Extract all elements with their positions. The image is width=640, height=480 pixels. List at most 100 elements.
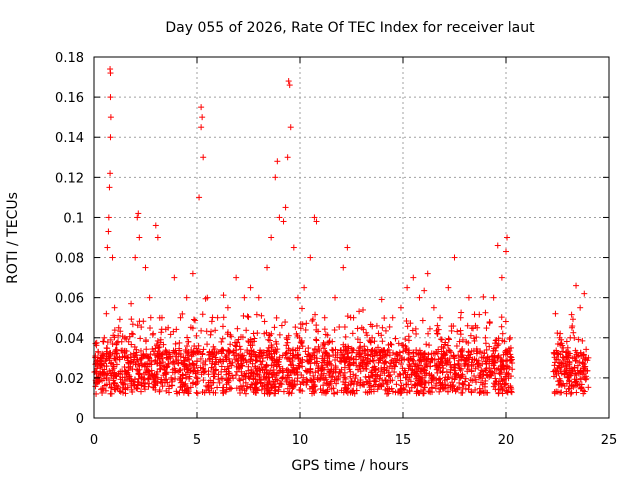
data-point [311, 214, 318, 221]
data-point [166, 349, 173, 356]
data-point [198, 104, 205, 111]
data-point [154, 360, 161, 367]
data-point [261, 385, 268, 392]
y-tick-label: 0.12 [55, 171, 84, 186]
data-point [147, 314, 154, 321]
data-point [502, 318, 509, 325]
data-point [183, 386, 190, 393]
data-point [276, 354, 283, 361]
data-point [371, 383, 378, 390]
data-point [124, 357, 131, 364]
data-point [358, 324, 365, 331]
data-point [283, 378, 290, 385]
data-point [353, 353, 360, 360]
data-point [192, 381, 199, 388]
axis-ticks [93, 56, 610, 419]
data-point [251, 335, 258, 342]
data-point [278, 375, 285, 382]
data-point [495, 352, 502, 359]
data-point [117, 328, 124, 335]
data-point [398, 341, 405, 348]
data-point [142, 353, 149, 360]
data-point [233, 343, 240, 350]
data-point [106, 184, 113, 191]
data-point [230, 375, 237, 382]
data-point [320, 339, 327, 346]
data-point [305, 345, 312, 352]
data-point [454, 328, 461, 335]
data-point [371, 367, 378, 374]
data-point [102, 387, 109, 394]
data-point [113, 382, 120, 389]
data-point [181, 360, 188, 367]
data-point [103, 375, 110, 382]
data-point [508, 357, 515, 364]
data-point [199, 114, 206, 121]
data-point [490, 294, 497, 301]
y-axis-label: ROTI / TECUs [5, 192, 21, 284]
data-point [293, 330, 300, 337]
data-point [138, 324, 145, 331]
data-point [242, 390, 249, 397]
data-point [498, 274, 505, 281]
data-point [299, 356, 306, 363]
data-point [275, 386, 282, 393]
data-point [344, 353, 351, 360]
data-point [266, 332, 273, 339]
data-point [320, 370, 327, 377]
data-point [417, 375, 424, 382]
data-point [276, 331, 283, 338]
data-point [94, 375, 101, 382]
data-point [107, 70, 114, 77]
data-point [451, 376, 458, 383]
data-point [200, 377, 207, 384]
data-point [564, 358, 571, 365]
data-point [172, 375, 179, 382]
data-point [492, 378, 499, 385]
data-point [219, 335, 226, 342]
data-point [112, 372, 119, 379]
data-point [490, 358, 497, 365]
data-point [141, 361, 148, 368]
data-point [552, 368, 559, 375]
data-point [107, 134, 114, 141]
data-point [107, 352, 114, 359]
data-point [297, 325, 304, 332]
data-point [146, 380, 153, 387]
data-point [208, 364, 215, 371]
data-point [133, 358, 140, 365]
data-point [226, 386, 233, 393]
data-point [131, 343, 138, 350]
data-point [234, 339, 241, 346]
data-point [189, 270, 196, 277]
data-point [284, 336, 291, 343]
data-point [294, 368, 301, 375]
data-point [317, 385, 324, 392]
data-point [215, 376, 222, 383]
data-point [470, 335, 477, 342]
data-point [334, 354, 341, 361]
data-point [250, 330, 257, 337]
data-point [268, 234, 275, 241]
data-point [392, 335, 399, 342]
data-point [212, 389, 219, 396]
data-point [107, 384, 114, 391]
data-point [152, 222, 159, 229]
data-point [457, 367, 464, 374]
data-point [193, 374, 200, 381]
data-point [578, 385, 585, 392]
data-point [478, 367, 485, 374]
data-point [287, 124, 294, 131]
data-point [243, 327, 250, 334]
data-point [275, 358, 282, 365]
data-point [423, 356, 430, 363]
data-point [354, 336, 361, 343]
data-point [125, 338, 132, 345]
data-point [198, 371, 205, 378]
data-point [253, 311, 260, 318]
data-point [459, 336, 466, 343]
data-point [425, 379, 432, 386]
data-point [372, 375, 379, 382]
data-point [404, 371, 411, 378]
data-point [437, 336, 444, 343]
